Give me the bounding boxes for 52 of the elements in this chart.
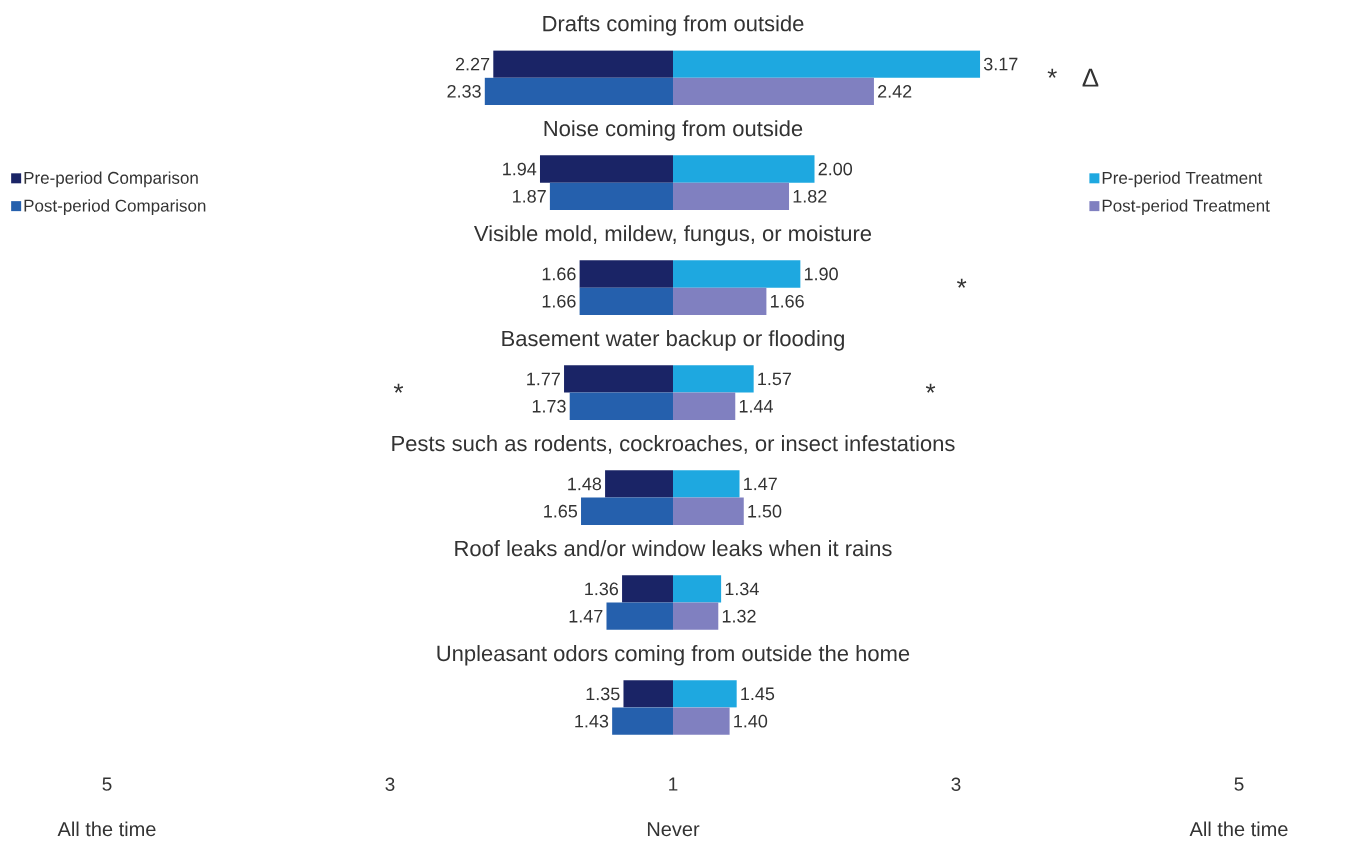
data-label: 3.17 <box>983 57 1018 71</box>
y-tick-label: Noise coming from outside <box>544 120 803 141</box>
legend-label: Pre-period Treatment <box>1102 171 1263 188</box>
y-tick-label: Basement water backup or flooding <box>502 330 844 351</box>
data-label: 1.57 <box>758 372 791 386</box>
data-label: 1.45 <box>741 687 775 701</box>
x-tick-label: 5 <box>102 777 112 791</box>
data-label: 1.82 <box>793 189 827 203</box>
y-tick-label: Visible mold, mildew, fungus, or moisture <box>473 225 872 246</box>
y-tick-label: Pests such as rodents, cockroaches, or insect infestations <box>392 435 955 454</box>
data-label: 2.33 <box>447 84 481 98</box>
data-label: 1.36 <box>585 582 619 596</box>
y-tick-label: Unpleasant odors coming from outside the home <box>437 645 910 666</box>
legend-label: Post-period Treatment <box>1102 199 1270 216</box>
text: All the time <box>57 821 156 837</box>
annotation: * <box>957 278 967 288</box>
data-label: 2.27 <box>455 57 490 71</box>
text: Never <box>647 822 700 837</box>
annotation: * <box>925 383 936 393</box>
annotation: * <box>1047 68 1057 78</box>
data-label: 1.40 <box>734 714 768 728</box>
data-label: 1.35 <box>586 687 620 701</box>
text: All the time <box>1189 821 1288 837</box>
data-label: 1.66 <box>542 267 576 281</box>
data-label: 1.65 <box>544 504 578 518</box>
x-tick-label: 3 <box>385 777 395 791</box>
annotation: Δ <box>1082 68 1099 87</box>
y-tick-label: Drafts coming from outside <box>543 15 804 36</box>
data-label: 1.43 <box>575 714 609 728</box>
data-label: 1.77 <box>527 372 560 386</box>
x-tick-label: 5 <box>1234 777 1244 791</box>
data-label: 1.90 <box>804 267 838 281</box>
data-label: 1.48 <box>568 477 602 491</box>
y-tick-label: Roof leaks and/or window leaks when it rains <box>455 540 892 557</box>
data-label: 2.00 <box>818 162 853 176</box>
data-label: 2.42 <box>878 85 912 98</box>
data-label: 1.73 <box>532 399 566 413</box>
data-label: 1.32 <box>722 609 756 623</box>
data-label: 1.34 <box>725 582 759 596</box>
data-label: 1.50 <box>748 504 782 518</box>
data-label: 1.66 <box>770 294 804 308</box>
data-label: 1.94 <box>503 162 537 176</box>
data-label: 1.47 <box>744 477 777 491</box>
annotation: * <box>393 383 404 393</box>
data-label: 1.87 <box>513 189 546 203</box>
x-tick-label: 3 <box>951 777 961 791</box>
data-label: 1.66 <box>542 294 576 308</box>
legend-label: Pre-period Comparison <box>24 171 198 188</box>
data-label: 1.44 <box>739 400 773 413</box>
legend-label: Post-period Comparison <box>24 199 206 216</box>
data-label: 1.47 <box>569 610 603 623</box>
x-tick-label: 1 <box>669 777 678 791</box>
